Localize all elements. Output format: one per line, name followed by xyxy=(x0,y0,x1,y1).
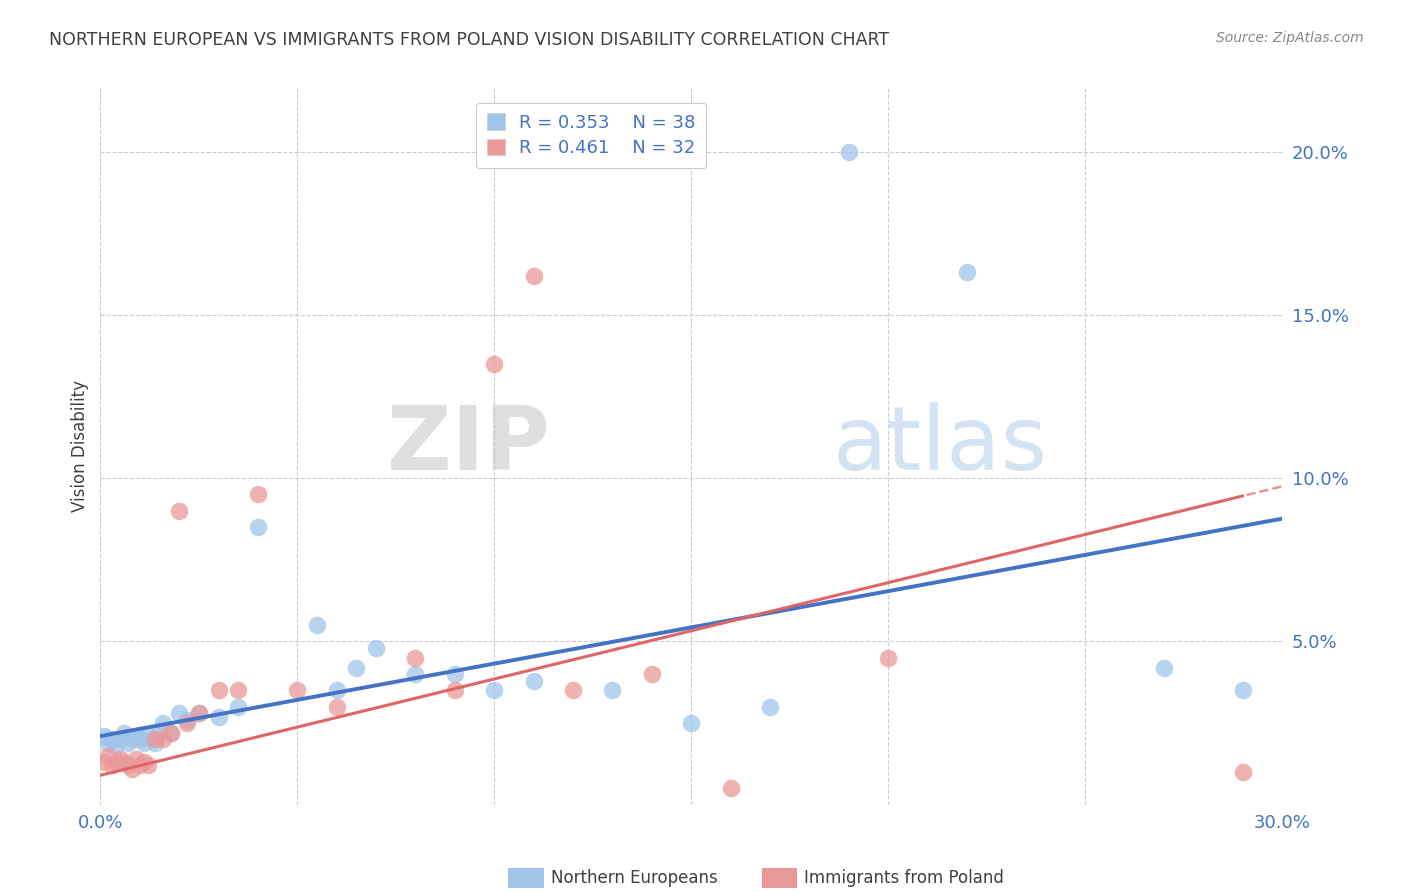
Text: ZIP: ZIP xyxy=(387,402,550,489)
Point xyxy=(956,265,979,279)
Text: atlas: atlas xyxy=(832,402,1047,489)
Point xyxy=(148,726,170,740)
Point xyxy=(125,729,148,743)
Point xyxy=(160,726,183,740)
Point xyxy=(484,357,506,371)
Point xyxy=(101,758,124,772)
Point xyxy=(97,748,120,763)
Point xyxy=(187,706,209,721)
Point xyxy=(759,699,782,714)
Point xyxy=(344,660,367,674)
Text: Northern Europeans: Northern Europeans xyxy=(551,869,717,887)
Point xyxy=(444,667,467,681)
Point xyxy=(176,713,198,727)
Point xyxy=(562,683,585,698)
Point xyxy=(152,732,174,747)
Y-axis label: Vision Disability: Vision Disability xyxy=(72,379,89,511)
Point xyxy=(681,716,703,731)
Point xyxy=(176,716,198,731)
Point xyxy=(484,683,506,698)
Point xyxy=(93,756,115,770)
Text: Source: ZipAtlas.com: Source: ZipAtlas.com xyxy=(1216,31,1364,45)
Point xyxy=(108,732,131,747)
Point xyxy=(325,699,347,714)
Point xyxy=(444,683,467,698)
Point xyxy=(167,504,190,518)
Text: NORTHERN EUROPEAN VS IMMIGRANTS FROM POLAND VISION DISABILITY CORRELATION CHART: NORTHERN EUROPEAN VS IMMIGRANTS FROM POL… xyxy=(49,31,890,49)
Point xyxy=(602,683,624,698)
Point xyxy=(136,729,159,743)
Point xyxy=(1232,683,1254,698)
Point xyxy=(305,618,328,632)
Point xyxy=(128,732,150,747)
Point xyxy=(325,683,347,698)
Point xyxy=(132,756,155,770)
Point xyxy=(720,781,742,796)
Point xyxy=(364,640,387,655)
Point xyxy=(152,716,174,731)
Point xyxy=(145,736,167,750)
Point xyxy=(132,736,155,750)
Point xyxy=(877,650,900,665)
Point xyxy=(246,487,269,501)
Point xyxy=(405,650,427,665)
Point xyxy=(641,667,664,681)
Point xyxy=(1153,660,1175,674)
Point xyxy=(207,683,229,698)
Point xyxy=(167,706,190,721)
Point xyxy=(105,739,128,753)
Point xyxy=(523,673,546,688)
Point xyxy=(112,726,135,740)
Point xyxy=(226,699,249,714)
Point xyxy=(141,732,163,747)
Point xyxy=(108,752,131,766)
Point xyxy=(97,736,120,750)
Point xyxy=(105,756,128,770)
Text: Immigrants from Poland: Immigrants from Poland xyxy=(804,869,1004,887)
Point xyxy=(1232,765,1254,780)
Point xyxy=(93,729,115,743)
Point xyxy=(128,758,150,772)
Point xyxy=(226,683,249,698)
Point xyxy=(125,752,148,766)
Point xyxy=(246,520,269,534)
Point xyxy=(523,268,546,283)
Point xyxy=(121,762,143,776)
Point xyxy=(285,683,308,698)
Point xyxy=(112,756,135,770)
Point xyxy=(101,732,124,747)
Point xyxy=(121,732,143,747)
Point xyxy=(405,667,427,681)
Point xyxy=(117,736,139,750)
Point xyxy=(160,726,183,740)
Point xyxy=(145,732,167,747)
Point xyxy=(136,758,159,772)
Legend: R = 0.353    N = 38, R = 0.461    N = 32: R = 0.353 N = 38, R = 0.461 N = 32 xyxy=(475,103,706,168)
Point xyxy=(207,709,229,723)
Point xyxy=(187,706,209,721)
Point xyxy=(838,145,860,159)
Point xyxy=(117,758,139,772)
